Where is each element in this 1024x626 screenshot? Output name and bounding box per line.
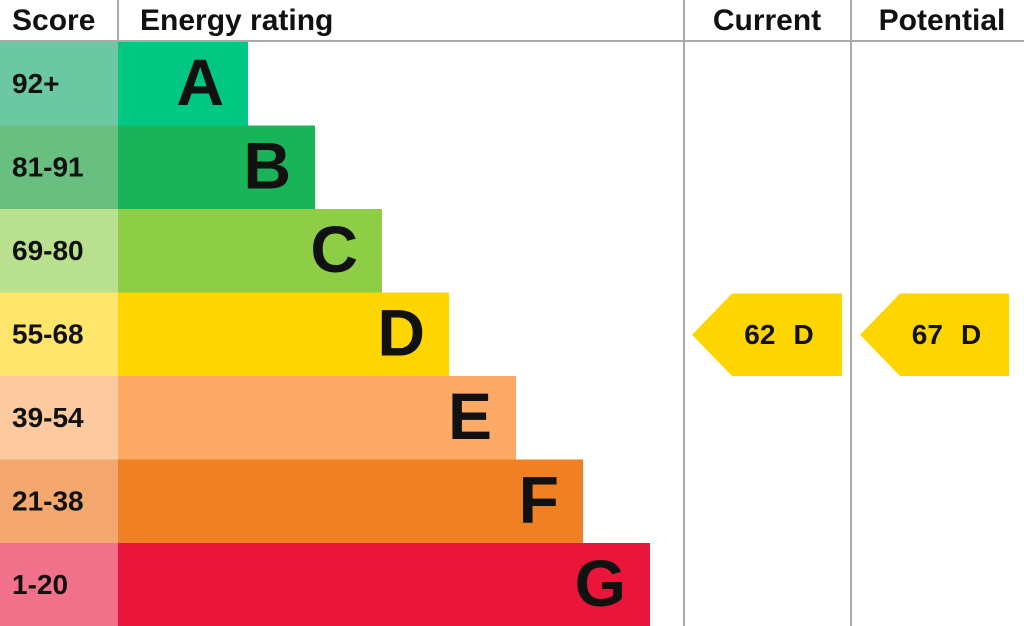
potential-letter: D (961, 319, 981, 350)
score-range: 21-38 (12, 486, 84, 517)
rating-letter: C (310, 212, 358, 286)
score-range: 92+ (12, 68, 60, 99)
header-rating: Energy rating (140, 4, 333, 37)
potential-arrow (860, 293, 1009, 376)
rating-letter: A (176, 45, 224, 119)
current-letter: D (793, 319, 813, 350)
rating-bar (118, 209, 382, 293)
potential-rating: 67 D (912, 319, 981, 350)
rating-bar (118, 42, 248, 126)
rating-bar (118, 292, 449, 376)
score-cell (0, 125, 118, 209)
score-cell (0, 459, 118, 543)
rating-letter: F (519, 463, 559, 537)
rating-letter: D (377, 296, 425, 370)
current-arrow (692, 293, 842, 376)
score-cell (0, 543, 118, 626)
score-cell (0, 376, 118, 460)
score-cell (0, 42, 118, 126)
current-rating: 62 D (744, 319, 813, 350)
rating-bar (118, 543, 650, 626)
score-cell (0, 292, 118, 376)
rating-bar (118, 376, 516, 460)
score-range: 1-20 (12, 569, 68, 600)
score-range: 69-80 (12, 235, 84, 266)
rating-letter: G (575, 546, 626, 620)
current-value: 62 (744, 319, 775, 350)
rating-bar (118, 125, 315, 209)
rating-letter: E (448, 379, 492, 453)
score-range: 81-91 (12, 152, 84, 183)
rating-letter: B (243, 129, 291, 203)
header-potential: Potential (879, 4, 1006, 37)
header-current: Current (713, 4, 821, 37)
header-score: Score (12, 4, 95, 37)
potential-value: 67 (912, 319, 943, 350)
score-range: 55-68 (12, 319, 84, 350)
rating-bar (118, 459, 583, 543)
score-cell (0, 209, 118, 293)
score-range: 39-54 (12, 402, 84, 433)
